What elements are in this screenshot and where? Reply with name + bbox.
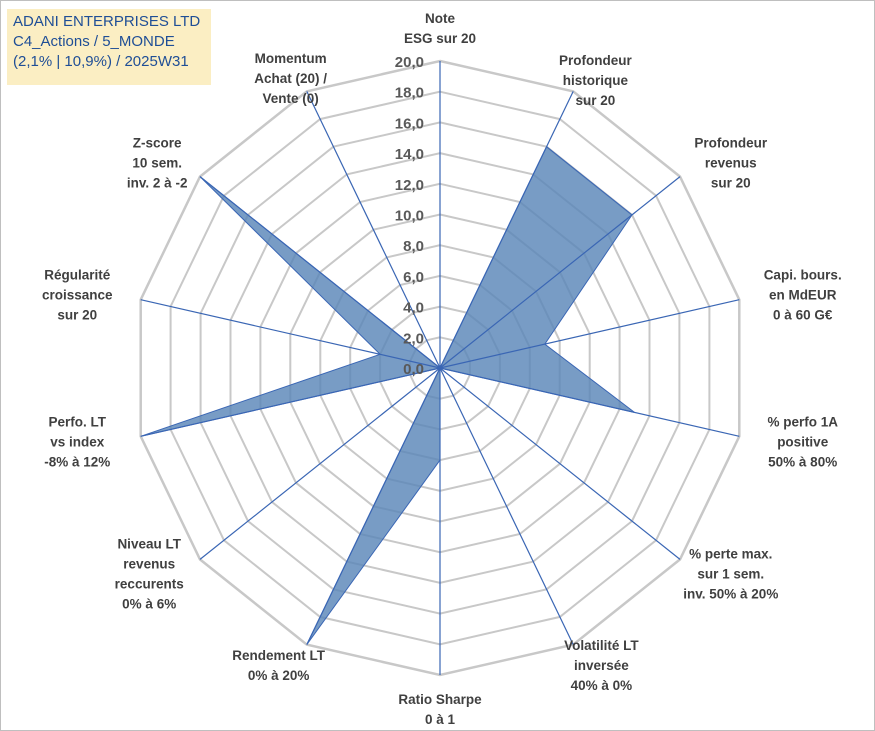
axis-label-line: Achat (20) / xyxy=(254,71,327,86)
tick-label: 0,0 xyxy=(403,361,424,378)
axis-label: Profondeur revenus sur 20 xyxy=(694,135,767,190)
axis-label-line: en MdEUR xyxy=(769,288,837,303)
tick-label: 4,0 xyxy=(403,300,424,317)
tick-label: 20,0 xyxy=(395,54,424,71)
axis-label: % perte max. sur 1 sem. inv. 50% à 20% xyxy=(683,547,778,602)
axis-label-line: Volatilité LT xyxy=(564,638,639,653)
title-line-3: (2,1% | 10,9%) / 2025W31 xyxy=(13,53,189,70)
axis-label: Profondeur historique sur 20 xyxy=(559,53,632,108)
axis-label: Capi. bours. en MdEUR 0 à 60 G€ xyxy=(764,268,842,323)
axis-label: Z-score 10 sem. inv. 2 à -2 xyxy=(127,135,188,190)
axis-label-line: revenus xyxy=(705,155,757,170)
axis-label-line: Momentum xyxy=(255,51,327,66)
axis-spoke xyxy=(140,299,441,369)
axis-label-line: 0% à 20% xyxy=(248,668,310,683)
axis-label: Ratio Sharpe 0 à 1 xyxy=(398,692,482,727)
axis-label-line: Z-score xyxy=(133,135,182,150)
axis-label: Régularité croissance sur 20 xyxy=(42,268,113,323)
axis-spoke xyxy=(439,91,574,369)
axis-label-line: Note xyxy=(425,11,455,26)
axis-label-line: % perfo 1A xyxy=(767,414,838,429)
tick-label: 6,0 xyxy=(403,269,424,286)
axis-label-line: Vente (0) xyxy=(262,91,318,106)
axis-spoke xyxy=(439,367,574,645)
axis-label-line: positive xyxy=(777,434,829,449)
axis-spoke xyxy=(306,367,441,645)
axis-label-line: Profondeur xyxy=(559,53,632,68)
axis-label-line: inv. 50% à 20% xyxy=(683,587,778,602)
tick-label: 2,0 xyxy=(403,330,424,347)
tick-label: 12,0 xyxy=(395,177,424,194)
axis-label-line: reccurents xyxy=(115,577,184,592)
axis-label: Niveau LT revenus reccurents 0% à 6% xyxy=(115,537,184,612)
axis-label-line: sur 1 sem. xyxy=(697,567,764,582)
axis-label: % perfo 1A positive 50% à 80% xyxy=(767,414,838,469)
axis-label-line: sur 20 xyxy=(57,308,97,323)
axis-label-line: 0% à 6% xyxy=(122,597,176,612)
axis-label-line: -8% à 12% xyxy=(44,454,110,469)
axis-spoke xyxy=(439,299,740,369)
axis-label-line: sur 20 xyxy=(711,175,751,190)
axis-label-line: ESG sur 20 xyxy=(404,31,476,46)
axis-label-line: 10 sem. xyxy=(132,155,182,170)
axis-label: Volatilité LT inversée 40% à 0% xyxy=(564,638,639,693)
axis-spoke xyxy=(439,367,740,437)
axis-label-line: 40% à 0% xyxy=(571,678,633,693)
axis-label-line: historique xyxy=(563,73,629,88)
axis-spoke xyxy=(199,367,441,560)
axis-label-line: Profondeur xyxy=(694,135,767,150)
axis-label-line: vs index xyxy=(50,434,105,449)
tick-label: 14,0 xyxy=(395,146,424,163)
axis-spoke xyxy=(439,367,681,560)
axis-spoke xyxy=(140,367,441,437)
tick-label: 18,0 xyxy=(395,85,424,102)
tick-label: 10,0 xyxy=(395,208,424,225)
axis-label-line: Capi. bours. xyxy=(764,268,842,283)
title-line-1: ADANI ENTERPRISES LTD xyxy=(13,13,201,30)
axis-spoke xyxy=(306,91,441,369)
tick-label: 16,0 xyxy=(395,115,424,132)
axis-label-line: inversée xyxy=(574,658,629,673)
axis-label-line: Régularité xyxy=(44,268,111,283)
axis-label-line: sur 20 xyxy=(576,93,616,108)
axis-label: Rendement LT 0% à 20% xyxy=(232,648,326,683)
axis-label-line: Perfo. LT xyxy=(49,414,107,429)
axis-label-line: Rendement LT xyxy=(232,648,326,663)
axis-label: Momentum Achat (20) / Vente (0) xyxy=(254,51,327,106)
axis-label-line: croissance xyxy=(42,288,113,303)
axis-label-line: 0 à 1 xyxy=(425,712,456,727)
axis-label: Perfo. LT vs index -8% à 12% xyxy=(44,414,110,469)
axis-spoke xyxy=(439,176,681,369)
axis-label-line: inv. 2 à -2 xyxy=(127,175,188,190)
axis-spoke xyxy=(199,176,441,369)
axis-label-line: Ratio Sharpe xyxy=(398,692,482,707)
axis-label-line: Niveau LT xyxy=(117,537,181,552)
axis-label: Note ESG sur 20 xyxy=(404,11,476,46)
axis-label-line: revenus xyxy=(123,557,175,572)
axis-label-line: 50% à 80% xyxy=(768,454,837,469)
axis-label-line: 0 à 60 G€ xyxy=(773,308,833,323)
title-line-2: C4_Actions / 5_MONDE xyxy=(13,33,175,50)
tick-label: 8,0 xyxy=(403,238,424,255)
title-box: ADANI ENTERPRISES LTD C4_Actions / 5_MON… xyxy=(7,9,211,85)
axis-label-line: % perte max. xyxy=(689,547,772,562)
